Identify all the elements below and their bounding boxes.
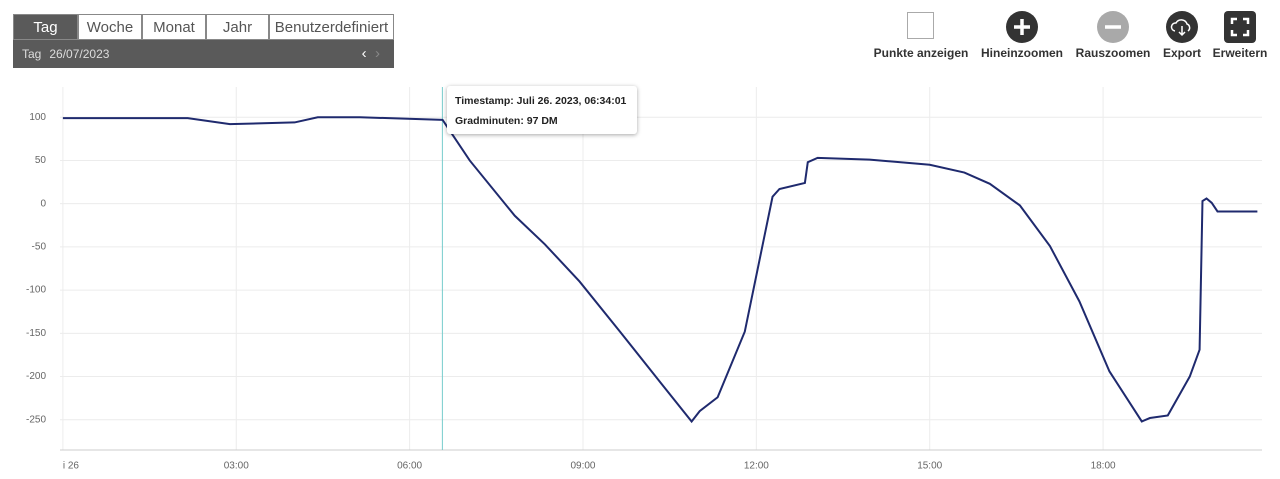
x-tick-label: i 26 <box>63 461 80 472</box>
x-tick-label: 18:00 <box>1091 461 1116 472</box>
nav-arrows[interactable]: ‹ › <box>361 45 380 62</box>
y-tick-label: -250 <box>26 414 46 425</box>
action-label[interactable]: Export <box>1162 46 1202 60</box>
checkbox[interactable] <box>907 12 934 39</box>
cloud <box>1170 19 1191 37</box>
tab[interactable]: Tag <box>13 14 78 40</box>
tooltip-line: Gradminuten: 97 DM <box>455 115 558 127</box>
tab[interactable]: Monat <box>142 14 206 40</box>
plot: 100 50 0 -50 -100 -150 -200 -250 i 26 03:00 06:00 0… <box>26 87 1262 472</box>
y-tick-label: -150 <box>26 328 46 339</box>
tab-row: Tag Woche Monat Jahr Benutzerdefiniert <box>13 14 394 40</box>
x-tick-label: 15:00 <box>917 461 942 472</box>
expand-icon[interactable] <box>1224 11 1256 43</box>
tab[interactable]: Jahr <box>206 14 269 40</box>
y-tick-label: -50 <box>32 242 47 253</box>
y-tick-label: 0 <box>40 198 46 209</box>
x-tick-label: 12:00 <box>744 461 769 472</box>
y-tick-label: -200 <box>26 371 46 382</box>
tab[interactable]: Benutzerdefiniert <box>269 14 394 40</box>
corners <box>1230 17 1250 37</box>
x-tick-label: 09:00 <box>570 461 595 472</box>
icons <box>1006 11 1256 43</box>
plus <box>1014 19 1030 35</box>
action-label[interactable]: Hineinzoomen <box>980 46 1064 60</box>
y-tick-label: 50 <box>35 155 47 166</box>
tooltip-line: Timestamp: Juli 26. 2023, 06:34:01 <box>455 95 627 107</box>
period-label: Tag <box>22 47 42 61</box>
action-label[interactable]: Erweitern <box>1212 46 1268 60</box>
period-bar: Tag 26/07/2023 <box>13 40 394 68</box>
tooltip: Timestamp: Juli 26. 2023, 06:34:01 Gradm… <box>447 86 637 134</box>
x-tick-label: 06:00 <box>397 461 422 472</box>
x-tick-label: 03:00 <box>224 461 249 472</box>
tab[interactable]: Woche <box>78 14 142 40</box>
y-tick-label: 100 <box>29 112 46 123</box>
period-selector: Tag Woche Monat Jahr Benutzerdefiniert Tag 2… <box>13 14 394 68</box>
y-tick-label: -100 <box>26 285 46 296</box>
data-line <box>62 116 1258 424</box>
action-label[interactable]: Punkte anzeigen <box>873 46 969 60</box>
action-label[interactable]: Rauszoomen <box>1075 46 1151 60</box>
date: 26/07/2023 <box>49 47 110 61</box>
